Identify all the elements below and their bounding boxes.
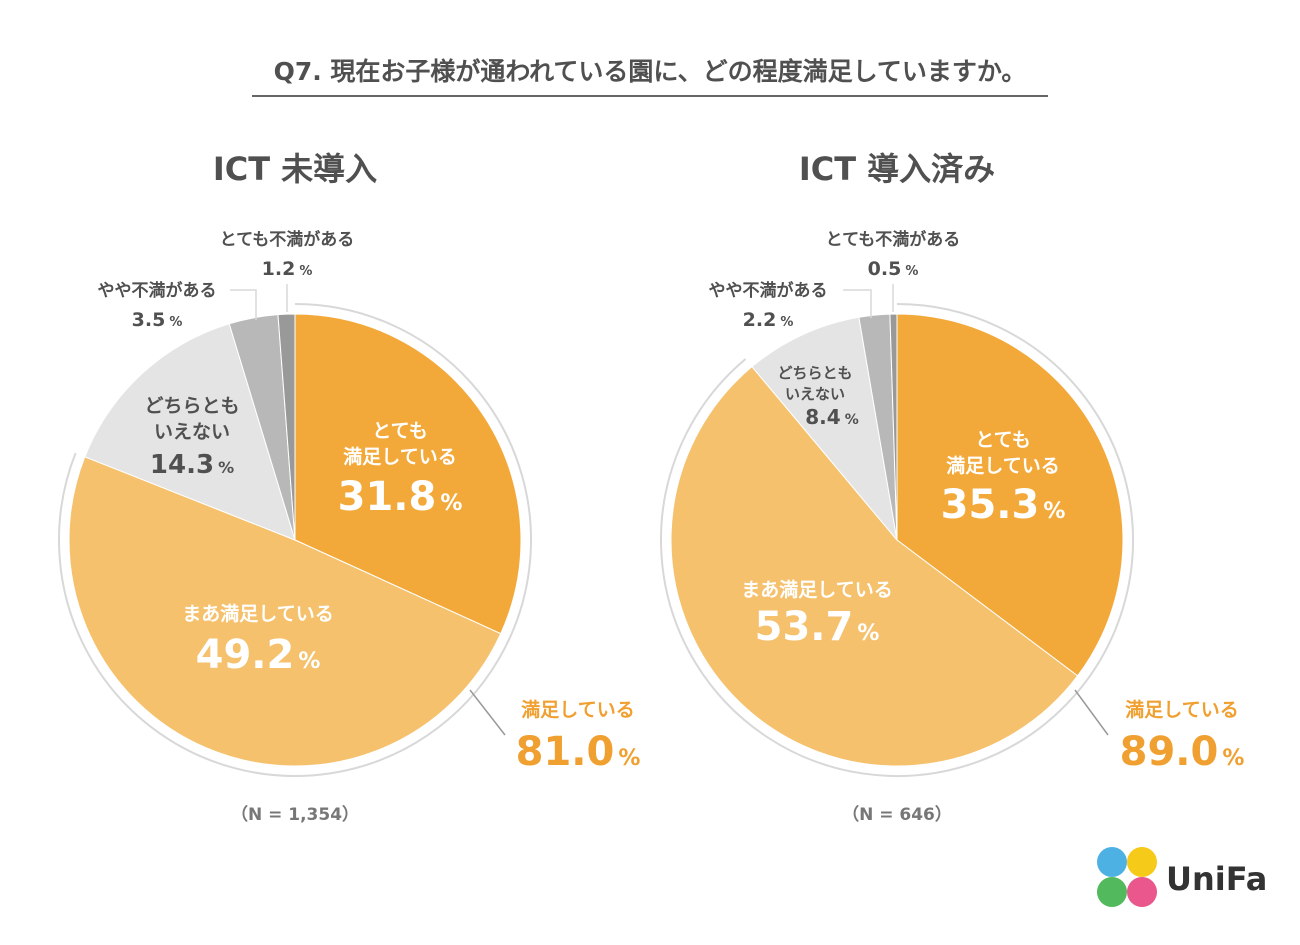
- chart1-sample-size: （N = 1,354）: [231, 804, 359, 825]
- chart1-value-satisfied-total-number: 81.0: [516, 729, 615, 775]
- chart1-satisfied-ring: [58, 303, 532, 777]
- chart1-value-somewhat-dissatisfied: 3.5%: [132, 309, 183, 331]
- chart1-label-very-dissatisfied: とても不満がある: [220, 229, 355, 250]
- chart1-label-satisfied-total: 満足している: [521, 699, 634, 721]
- chart2-slice-neutral: [751, 316, 898, 542]
- question-title: Q7. 現在お子様が通われている園に、どの程度満足していますか。: [274, 57, 1027, 86]
- chart1-value-neutral: 14.3%: [150, 450, 234, 480]
- chart1-slice-neutral: [84, 323, 296, 541]
- chart2-value-very-dissatisfied: 0.5%: [868, 258, 919, 280]
- logo-text: UniFa: [1166, 860, 1267, 898]
- chart1-value-very-dissatisfied-percent-sign: %: [299, 264, 312, 279]
- chart2-value-satisfied-total-number: 89.0: [1120, 729, 1219, 775]
- chart2-leader-somewhat-dissatisfied: [843, 289, 872, 318]
- chart1-label-somewhat-dissatisfied: やや不満がある: [98, 280, 217, 301]
- chart2-value-very-dissatisfied-number: 0.5: [868, 258, 902, 280]
- chart1-value-very-dissatisfied-number: 1.2: [262, 258, 296, 280]
- chart2-value-neutral-number: 8.4: [805, 405, 840, 429]
- chart2-slice-very-satisfied: [896, 313, 1124, 677]
- chart2-value-very-satisfied-percent-sign: %: [1043, 499, 1065, 524]
- chart2-value-somewhat-satisfied-percent-sign: %: [857, 621, 879, 646]
- chart1-label-very-satisfied-line2: 満足している: [343, 446, 456, 468]
- chart2-label-very-satisfied-line1: とても: [975, 429, 1030, 451]
- chart2-slice-very-dissatisfied: [889, 313, 898, 541]
- chart2-label-very-dissatisfied: とても不満がある: [826, 229, 961, 250]
- chart2-label-neutral-line1: どちらとも: [777, 364, 852, 382]
- chart1-value-somewhat-satisfied-percent-sign: %: [298, 649, 320, 674]
- chart1-value-very-satisfied: 31.8%: [338, 474, 463, 520]
- unifa-logo: UniFa: [1097, 847, 1267, 907]
- chart1-value-satisfied-total: 81.0%: [516, 729, 641, 775]
- chart2-value-satisfied-total-percent-sign: %: [1222, 746, 1244, 771]
- chart1-slice-somewhat-satisfied: [68, 456, 502, 767]
- chart1-value-neutral-number: 14.3: [150, 450, 214, 480]
- chart2-value-neutral-percent-sign: %: [845, 412, 859, 428]
- logo-dot-blue-icon: [1097, 847, 1127, 877]
- chart2-value-somewhat-satisfied-number: 53.7: [755, 604, 854, 650]
- chart1-title: ICT 未導入: [213, 150, 377, 188]
- chart1-value-satisfied-total-percent-sign: %: [618, 746, 640, 771]
- logo-dot-yellow-icon: [1127, 847, 1157, 877]
- chart1-leader-satisfied-total: [469, 689, 506, 736]
- chart1-value-very-dissatisfied: 1.2%: [262, 258, 313, 280]
- chart1-label-neutral-line1: どちらとも: [144, 395, 239, 417]
- chart2-sample-size: （N = 646）: [842, 804, 952, 825]
- chart1-value-very-satisfied-percent-sign: %: [440, 491, 462, 516]
- chart1-value-somewhat-dissatisfied-number: 3.5: [132, 309, 166, 331]
- chart2-leader-satisfied-total: [1074, 689, 1109, 736]
- chart2-value-neutral: 8.4%: [805, 405, 858, 429]
- chart1-label-very-satisfied-line1: とても: [372, 420, 427, 442]
- chart1-value-somewhat-satisfied: 49.2%: [196, 632, 321, 678]
- chart2-value-somewhat-satisfied: 53.7%: [755, 604, 880, 650]
- chart2-label-somewhat-satisfied: まあ満足している: [741, 579, 892, 601]
- chart1-value-neutral-percent-sign: %: [218, 458, 234, 477]
- chart2-value-very-satisfied-number: 35.3: [941, 482, 1040, 528]
- chart2-value-very-dissatisfied-percent-sign: %: [905, 264, 918, 279]
- chart1-leader-somewhat-dissatisfied: [230, 289, 257, 320]
- chart2-slice-somewhat-satisfied: [670, 365, 1079, 767]
- chart2-value-satisfied-total: 89.0%: [1120, 729, 1245, 775]
- chart2-satisfied-ring: [660, 303, 1134, 777]
- chart2-label-satisfied-total: 満足している: [1125, 699, 1238, 721]
- chart2-value-somewhat-dissatisfied: 2.2%: [743, 309, 794, 331]
- chart1-label-somewhat-satisfied: まあ満足している: [182, 603, 333, 625]
- chart1-value-very-satisfied-number: 31.8: [338, 474, 437, 520]
- chart2-label-neutral-line2: いえない: [785, 385, 845, 403]
- logo-dot-green-icon: [1097, 877, 1127, 907]
- chart1-slice-very-dissatisfied: [277, 313, 296, 541]
- chart2-value-somewhat-dissatisfied-percent-sign: %: [780, 315, 793, 330]
- chart2-value-very-satisfied: 35.3%: [941, 482, 1066, 528]
- chart1-slice-very-satisfied: [294, 313, 522, 635]
- chart2-value-somewhat-dissatisfied-number: 2.2: [743, 309, 777, 331]
- chart2-label-somewhat-dissatisfied: やや不満がある: [709, 280, 828, 301]
- chart1-value-somewhat-dissatisfied-percent-sign: %: [169, 315, 182, 330]
- chart2-title: ICT 導入済み: [799, 150, 995, 188]
- chart1-label-neutral-line2: いえない: [154, 421, 230, 443]
- chart2-label-very-satisfied-line2: 満足している: [946, 455, 1059, 477]
- logo-dot-pink-icon: [1127, 877, 1157, 907]
- chart1-value-somewhat-satisfied-number: 49.2: [196, 632, 295, 678]
